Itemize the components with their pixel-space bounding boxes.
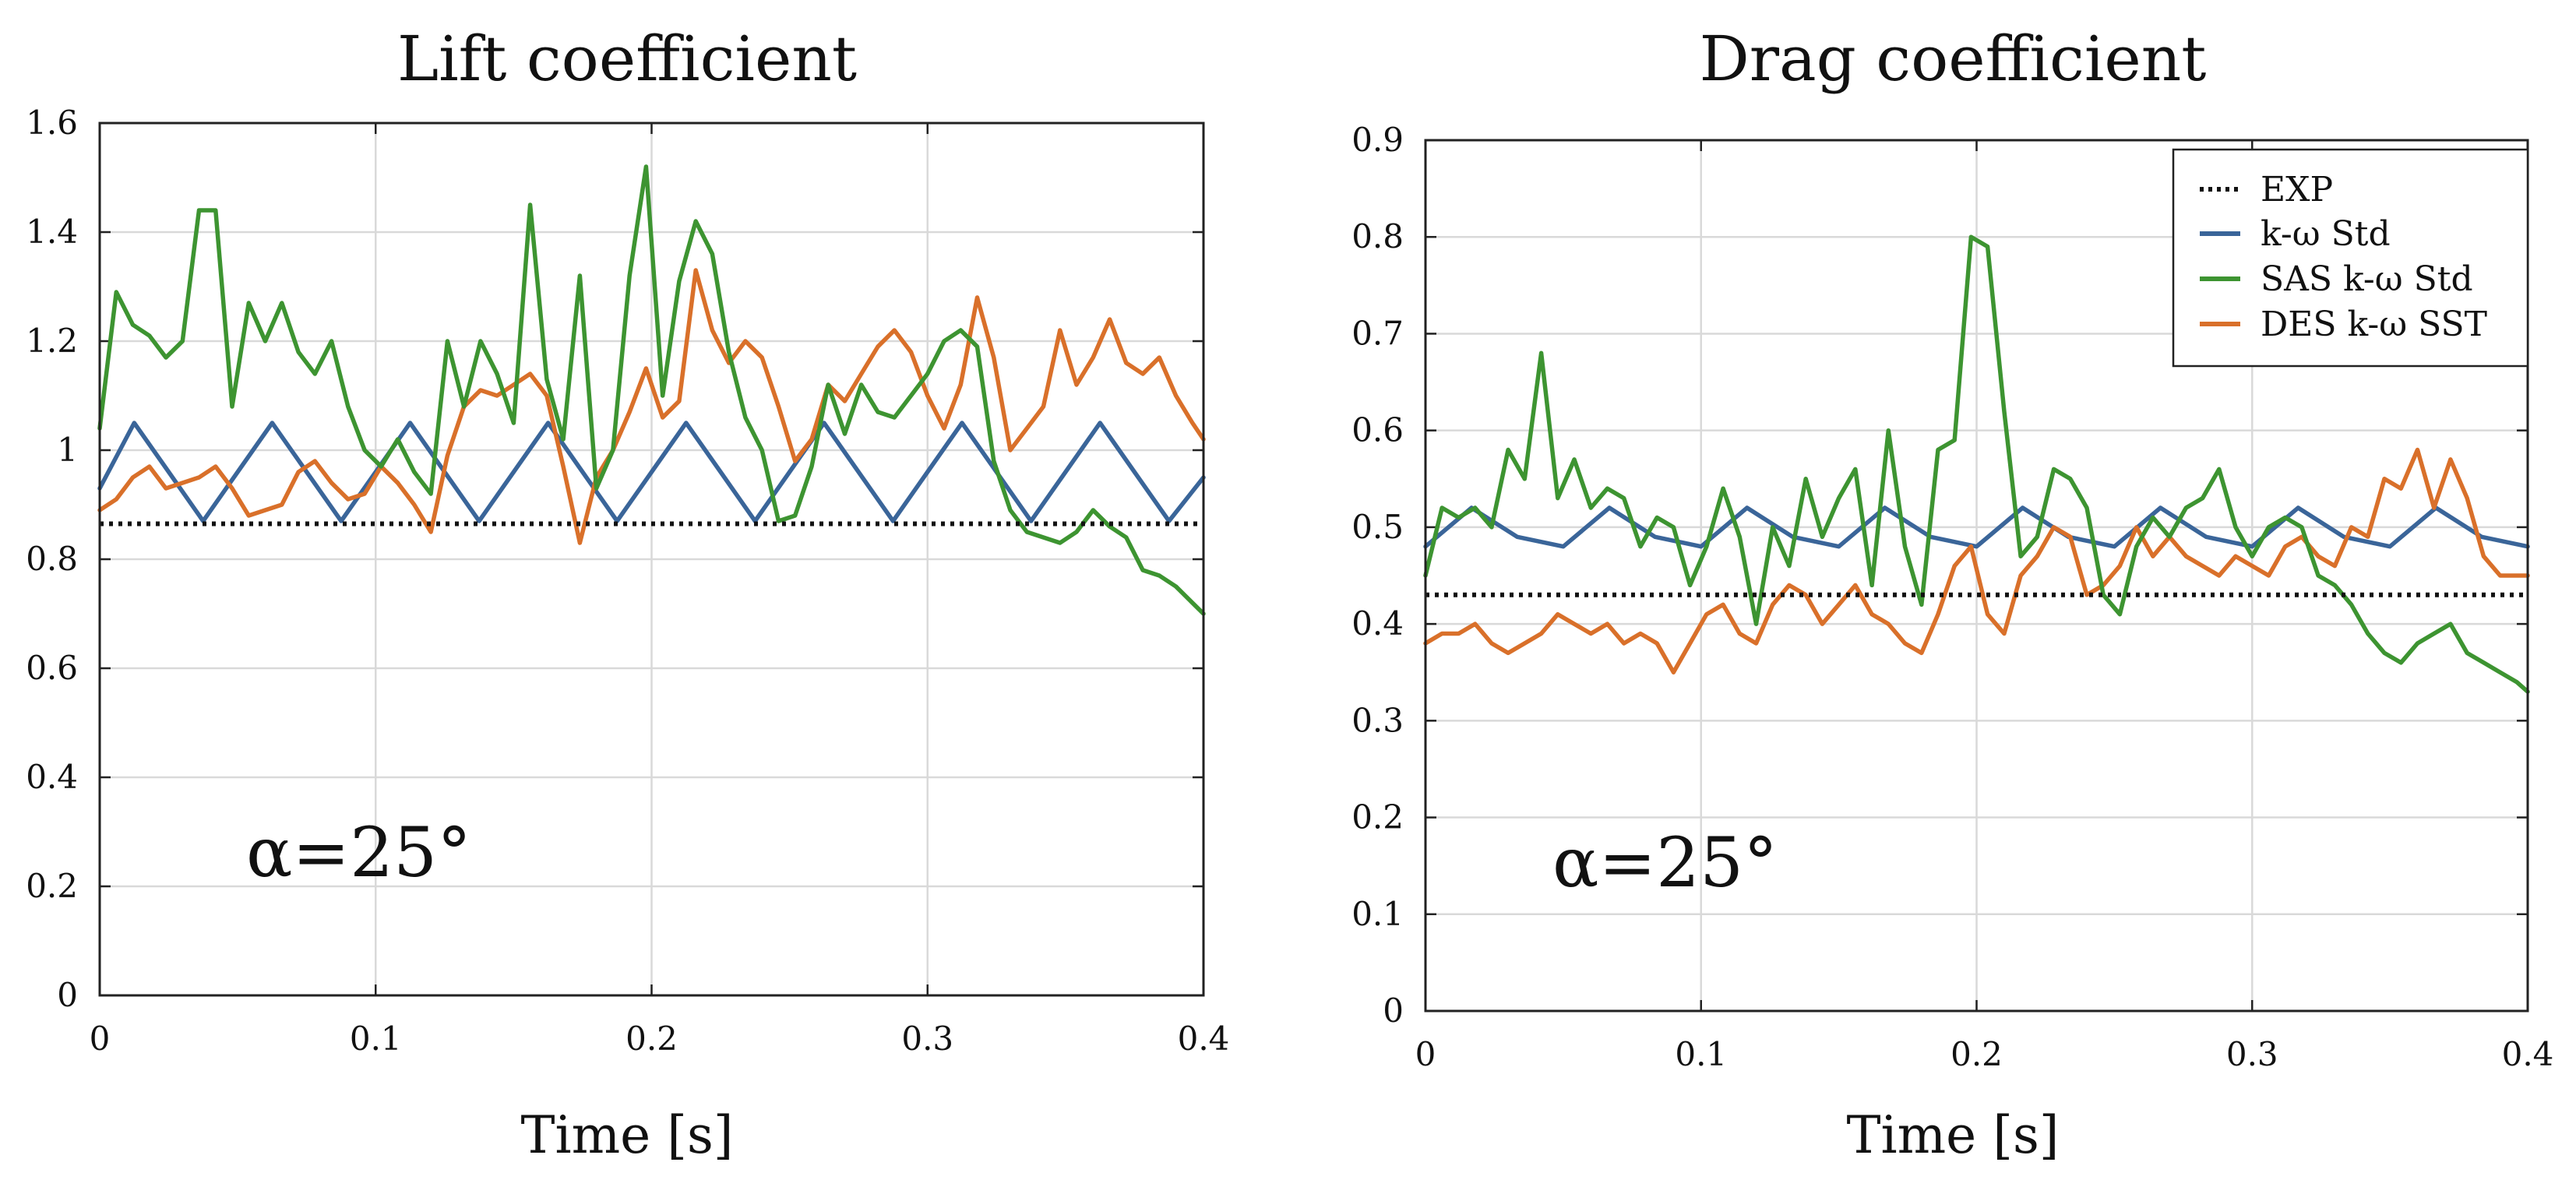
drag-series-k-std [1423, 505, 2530, 549]
lift-series-des-k-sst [97, 268, 1206, 545]
drag-x-ticks: 0 0.1 0.2 0.3 0.4 [1415, 140, 2554, 1073]
drag-chart: Drag coefficient 00.10.20.30.40.50.60.70… [1351, 23, 2553, 1165]
legend-label-des: DES k-ω SST [2261, 305, 2487, 344]
lift-x-axis-label: Time [s] [520, 1105, 733, 1165]
drag-x-tick-label: 0.3 [2226, 1035, 2278, 1073]
legend-label-sas: SAS k-ω Std [2261, 259, 2473, 299]
lift-y-tick-label: 1.4 [26, 213, 78, 251]
lift-x-tick-label: 0.3 [901, 1020, 953, 1058]
legend: EXP k-ω Std SAS k-ω Std DES k-ω SST [2172, 148, 2529, 368]
drag-y-tick-label: 0.7 [1351, 314, 1404, 352]
drag-series [1423, 234, 2530, 694]
drag-y-tick-label: 0.9 [1351, 121, 1404, 159]
lift-x-tick-label: 0.2 [625, 1020, 678, 1058]
lift-x-tick-label: 0.4 [1178, 1020, 1230, 1058]
lift-series-sas-k-std [97, 164, 1206, 616]
drag-series-des-k-sst [1423, 447, 2530, 674]
drag-y-tick-label: 0.6 [1351, 411, 1404, 449]
lift-y-tick-label: 1.6 [26, 104, 78, 142]
drag-chart-title: Drag coefficient [1700, 23, 2207, 95]
legend-box [2172, 148, 2529, 368]
lift-y-tick-label: 0.4 [26, 758, 78, 796]
lift-series [97, 164, 1206, 616]
drag-y-tick-label: 0.3 [1351, 701, 1404, 739]
drag-y-tick-label: 0.1 [1351, 895, 1404, 933]
lift-plot-frame [98, 122, 1205, 997]
lift-y-tick-label: 1 [57, 431, 78, 469]
lift-y-tick-label: 1.2 [26, 322, 78, 360]
drag-y-tick-label: 0 [1383, 991, 1404, 1030]
drag-y-tick-label: 0.8 [1351, 217, 1404, 255]
drag-x-tick-label: 0.2 [1951, 1035, 2003, 1073]
drag-y-tick-label: 0.2 [1351, 798, 1404, 836]
drag-series-sas-k-std [1423, 234, 2530, 694]
drag-x-axis-label: Time [s] [1846, 1105, 2059, 1165]
lift-y-tick-label: 0.8 [26, 540, 78, 578]
drag-x-tick-label: 0 [1415, 1035, 1436, 1073]
drag-plot-frame [1424, 139, 2529, 1013]
lift-y-tick-label: 0.6 [26, 649, 78, 687]
lift-series-k-std [97, 421, 1206, 523]
lift-y-tick-label: 0.2 [26, 867, 78, 905]
drag-y-ticks: 0 0.1 0.2 0.3 0.4 0.5 0.6 0.7 0.8 0.9 [1351, 121, 2528, 1030]
lift-x-tick-label: 0.1 [350, 1020, 402, 1058]
legend-label-kw-std: k-ω Std [2261, 214, 2391, 254]
lift-x-tick-label: 0 [90, 1020, 111, 1058]
lift-y-tick-label: 0 [57, 976, 78, 1014]
drag-x-tick-label: 0.4 [2502, 1035, 2554, 1073]
drag-annotation: α=25° [1552, 822, 1778, 903]
lift-chart: Lift coefficient 0 0.2 0.4 0.6 0.8 1 1.2 1.4 1.6… [26, 23, 1229, 1165]
lift-chart-title: Lift coefficient [397, 23, 857, 95]
lift-x-ticks: 0 0.1 0.2 0.3 0.4 [90, 123, 1230, 1058]
lift-y-ticks: 0 0.2 0.4 0.6 0.8 1 1.2 1.4 1.6 [26, 104, 1203, 1014]
legend-label-exp: EXP [2261, 170, 2333, 210]
drag-y-tick-label: 0.4 [1351, 604, 1404, 643]
lift-annotation: α=25° [246, 812, 471, 893]
drag-y-tick-label: 0.5 [1351, 508, 1404, 546]
drag-x-tick-label: 0.1 [1675, 1035, 1727, 1073]
